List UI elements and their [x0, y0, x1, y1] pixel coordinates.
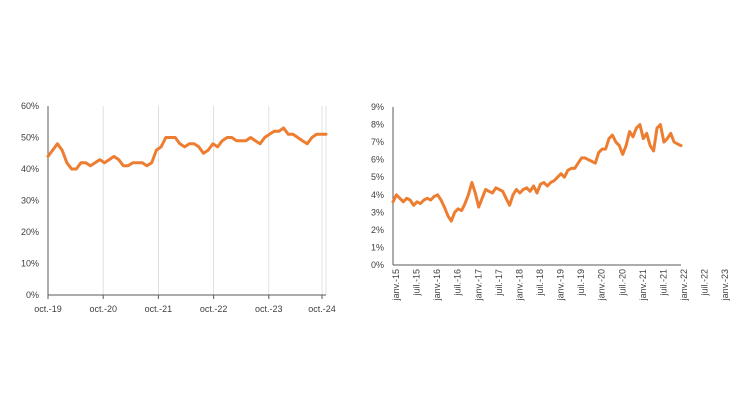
left-y-tick-label: 0%: [26, 290, 39, 300]
right-x-tick-label: juil.-18: [535, 269, 545, 297]
left-x-tick-label: oct.-22: [200, 304, 228, 314]
left-x-tick-label: oct.-20: [89, 304, 117, 314]
left-y-tick-label: 50%: [21, 133, 39, 143]
right-y-tick-label: 3%: [371, 207, 384, 217]
right-x-tick-label: janv.-23: [720, 269, 730, 301]
right-y-tick-label: 6%: [371, 155, 384, 165]
left-y-tick-label: 40%: [21, 164, 39, 174]
right-x-tick-label: janv.-22: [679, 269, 689, 301]
left-series-line: [46, 126, 328, 171]
left-y-tick-label: 30%: [21, 196, 39, 206]
right-y-tick-label: 9%: [371, 102, 384, 112]
right-x-tick-label: juil.-16: [453, 269, 463, 297]
right-x-tick-label: janv.-16: [432, 269, 442, 301]
right-series-line: [391, 123, 683, 223]
right-x-tick-label: juil.-22: [700, 269, 710, 297]
right-x-tick-label: janv.-21: [638, 269, 648, 301]
left-x-tick-label: oct.-23: [255, 304, 283, 314]
left-line-chart: oct.-19 oct.-20 oct.-21 oct.-22 oct.-23 oct.-…: [21, 101, 336, 314]
left-x-tick-label: oct.-19: [34, 304, 62, 314]
right-y-tick-label: 2%: [371, 225, 384, 235]
right-y-tick-label: 8%: [371, 120, 384, 130]
left-y-tick-label: 10%: [21, 259, 39, 269]
right-x-tick-label: janv.-20: [597, 269, 607, 301]
right-x-tick-label: juil.-20: [617, 269, 627, 297]
right-y-tick-label: 5%: [371, 172, 384, 182]
right-x-tick-label: janv.-17: [473, 269, 483, 301]
right-y-tick-label: 4%: [371, 190, 384, 200]
right-y-tick-label: 7%: [371, 137, 384, 147]
left-y-tick-label: 60%: [21, 101, 39, 111]
left-y-tick-label: 20%: [21, 227, 39, 237]
right-line-chart: 0% 1% 2% 3% 4% 5% 6% 7% 8% 9% janv.-15 juil.-15 janv…: [371, 102, 730, 301]
right-x-tick-label: juil.-15: [412, 269, 422, 297]
right-x-tick-label: juil.-21: [658, 269, 668, 297]
right-y-tick-label: 0%: [371, 260, 384, 270]
right-x-tick-label: juil.-17: [494, 269, 504, 297]
left-x-tick-label: oct.-24: [308, 304, 336, 314]
right-y-tick-label: 1%: [371, 242, 384, 252]
left-x-tick-label: oct.-21: [145, 304, 173, 314]
right-x-tick-label: janv.-19: [556, 269, 566, 301]
right-x-tick-label: janv.-15: [391, 269, 401, 301]
right-x-tick-label: juil.-19: [576, 269, 586, 297]
right-x-tick-label: janv.-18: [514, 269, 524, 301]
